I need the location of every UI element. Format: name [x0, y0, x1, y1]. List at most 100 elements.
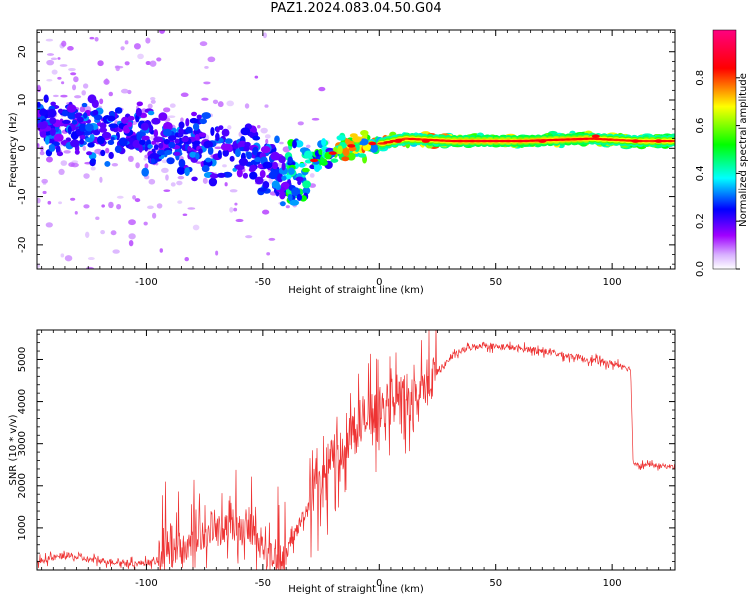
spectrogram-cell [153, 136, 164, 143]
spectrogram-cell [242, 172, 249, 179]
x-tick-label: -50 [255, 578, 271, 589]
spectrogram-cell [288, 167, 295, 175]
spectrogram-cell [168, 141, 176, 149]
spectrogram-cell [111, 162, 119, 167]
spectrogram-cell [46, 53, 55, 56]
spectrogram-cell [257, 187, 267, 192]
spectrogram-cell [95, 216, 100, 221]
spectrogram-cell [108, 201, 114, 209]
colorbar-tick-label: 0.8 [695, 70, 706, 86]
spectrogram-cell [305, 144, 311, 149]
spectrogram-cell [128, 239, 134, 247]
spectrogram-peak [591, 134, 600, 139]
colorbar-tick-label: 0.4 [695, 165, 706, 181]
spectrogram-cell [70, 197, 76, 201]
spectrogram-cell [60, 253, 65, 258]
spectrogram-cell [158, 142, 164, 149]
spectrogram-cell [37, 84, 41, 90]
spectrogram-cell [234, 148, 241, 158]
spectrogram-cell [50, 101, 56, 106]
spectrogram-cell [222, 164, 227, 168]
spectrogram-cell [51, 69, 58, 75]
spectrogram-cell [83, 204, 90, 209]
spectrogram-cell [47, 108, 57, 118]
spectrogram-cell [46, 59, 55, 66]
spectrogram-cell [336, 135, 346, 141]
spectrogram-cell [85, 123, 94, 132]
x-tick-label: 100 [603, 277, 622, 288]
spectrogram-cell [73, 76, 79, 83]
spectrogram-cell [67, 125, 72, 135]
spectrogram-xlabel: Height of straight line (km) [288, 285, 424, 296]
spectrogram-cell [363, 133, 368, 139]
spectrogram-cell [49, 117, 57, 125]
spectrogram-cell [82, 145, 86, 151]
spectrogram-cell [357, 153, 367, 158]
spectrogram-cell [173, 151, 181, 156]
spectrogram-cell [108, 91, 114, 97]
spectrogram-cell [112, 249, 120, 254]
x-tick-label: -100 [135, 277, 158, 288]
spectrogram-cell [128, 219, 136, 226]
spectrogram-cell [161, 159, 168, 164]
spectrogram-cell [141, 167, 149, 177]
spectrogram-cell [297, 121, 304, 126]
spectrogram-cell [270, 151, 280, 161]
spectrogram-cell [254, 157, 262, 163]
spectrogram-cell [344, 138, 351, 145]
spectrogram-cell [201, 97, 209, 101]
spectrogram-cell [68, 162, 75, 167]
spectrogram-cell [214, 146, 222, 150]
spectrogram-cell [57, 108, 64, 114]
spectrogram-cell [203, 140, 214, 149]
spectrogram-cell [37, 143, 40, 149]
snr-ylabel: SNR (10 * v/v) [8, 414, 19, 485]
spectrogram-cell [177, 132, 183, 137]
y-tick-label: 2000 [17, 473, 28, 498]
spectrogram-cell [318, 148, 323, 155]
spectrogram-cell [153, 129, 159, 138]
colorbar-tick-label: 0.2 [695, 213, 706, 229]
spectrogram-cell [191, 176, 198, 182]
spectrogram-peak [328, 151, 337, 155]
spectrogram-cell [136, 101, 143, 107]
spectrogram-cell [79, 138, 85, 145]
spectrogram-cell [226, 100, 234, 107]
spectrogram-cell [268, 177, 273, 184]
spectrogram-cell [152, 212, 157, 219]
colorbar-gradient [712, 29, 737, 270]
spectrogram-cell [221, 128, 230, 137]
spectrogram-peak [310, 158, 319, 163]
spectrogram-cell [181, 136, 189, 143]
spectrogram-cell [116, 195, 124, 199]
spectrogram-cell [60, 160, 68, 166]
spectrogram-cell [133, 43, 141, 50]
spectrogram-cell [192, 224, 200, 231]
spectrogram-cell [58, 168, 65, 176]
spectrogram-cell [301, 167, 310, 173]
spectrogram-cell [257, 163, 264, 169]
spectrogram-cell [85, 137, 94, 143]
x-tick-label: -100 [135, 578, 158, 589]
spectrogram-cell [159, 248, 163, 253]
spectrogram-cell [121, 116, 129, 124]
spectrogram-cell [268, 237, 276, 241]
spectrogram-cell [61, 81, 65, 85]
spectrogram-cell [185, 117, 190, 127]
spectrogram-cell [39, 108, 48, 116]
chart-title: PAZ1.2024.083.04.50.G04 [270, 1, 442, 16]
spectrogram-cell [52, 94, 59, 98]
spectrogram-cell [43, 94, 49, 103]
spectrogram-cell [189, 151, 197, 158]
spectrogram-cell [71, 131, 77, 140]
spectrogram-cell [92, 129, 101, 136]
colorbar-tick-label: 0.0 [695, 261, 706, 277]
spectrogram-peak [368, 141, 377, 146]
spectrogram-cell [140, 122, 149, 131]
spectrogram-cell [262, 209, 270, 215]
spectrogram-cell [278, 167, 288, 175]
spectrogram-cell [330, 158, 339, 163]
spectrogram-cell [208, 177, 218, 187]
spectrogram-cell [198, 132, 207, 138]
